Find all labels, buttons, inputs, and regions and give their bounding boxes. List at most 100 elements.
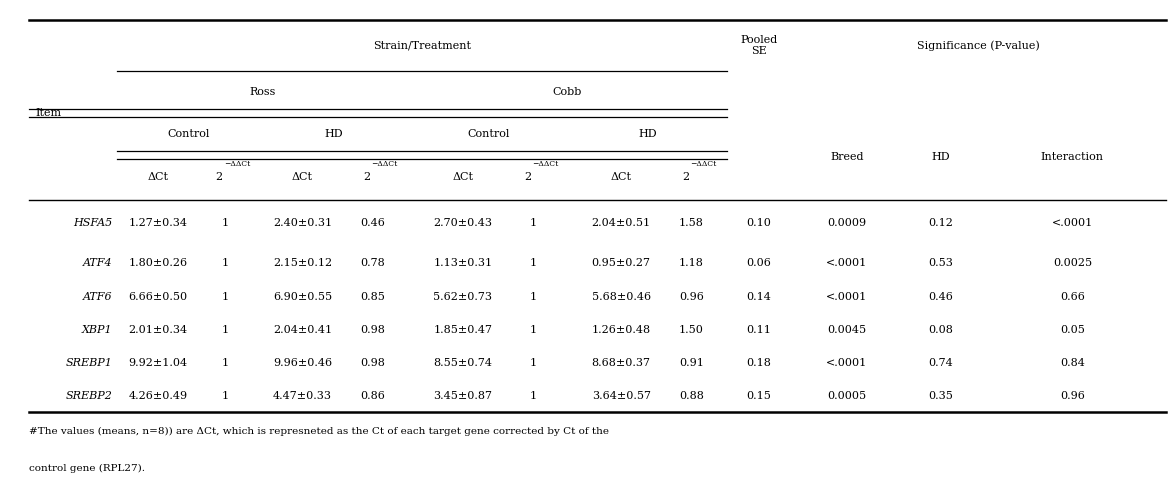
Text: 1.80±0.26: 1.80±0.26 [129,258,188,268]
Text: −ΔΔCt: −ΔΔCt [990,492,1016,493]
Text: 0.85: 0.85 [360,291,386,302]
Text: 1: 1 [530,390,537,401]
Text: Breed: Breed [830,151,864,162]
Text: −ΔΔCt: −ΔΔCt [532,160,558,168]
Text: Strain/Treatment: Strain/Treatment [373,40,471,51]
Text: 1: 1 [530,291,537,302]
Text: 0.74: 0.74 [928,357,953,368]
Text: 0.66: 0.66 [1059,291,1085,302]
Text: 2.15±0.12: 2.15±0.12 [273,258,332,268]
Text: 0.18: 0.18 [747,357,771,368]
Text: 0.14: 0.14 [747,291,771,302]
Text: −ΔΔCt: −ΔΔCt [690,160,716,168]
Text: 3.64±0.57: 3.64±0.57 [592,390,650,401]
Text: 1.26±0.48: 1.26±0.48 [592,324,650,335]
Text: 1: 1 [530,218,537,228]
Text: 1: 1 [222,218,229,228]
Text: 0.12: 0.12 [928,218,953,228]
Text: 1: 1 [222,291,229,302]
Text: ATF6: ATF6 [83,291,113,302]
Text: 0.46: 0.46 [928,291,953,302]
Text: 1.50: 1.50 [679,324,704,335]
Text: <.0001: <.0001 [826,291,867,302]
Text: 4.47±0.33: 4.47±0.33 [273,390,332,401]
Text: <.0001: <.0001 [1051,218,1093,228]
Text: ΔCt: ΔCt [148,173,169,182]
Text: 9.92±1.04: 9.92±1.04 [129,357,188,368]
Text: Ross: Ross [250,87,275,98]
Text: −ΔΔCt: −ΔΔCt [372,160,397,168]
Text: 1: 1 [222,258,229,268]
Text: Significance (P-value): Significance (P-value) [918,40,1040,51]
Text: 1: 1 [530,258,537,268]
Text: 8.68±0.37: 8.68±0.37 [592,357,650,368]
Text: <.0001: <.0001 [826,258,867,268]
Text: 0.08: 0.08 [928,324,953,335]
Text: 2.70±0.43: 2.70±0.43 [434,218,492,228]
Text: XBP1: XBP1 [82,324,113,335]
Text: 1: 1 [530,324,537,335]
Text: 0.35: 0.35 [928,390,953,401]
Text: Item: Item [35,108,61,118]
Text: <.0001: <.0001 [826,357,867,368]
Text: 0.0025: 0.0025 [1052,258,1092,268]
Text: Control: Control [466,129,510,140]
Text: 0.11: 0.11 [747,324,771,335]
Text: 1: 1 [222,390,229,401]
Text: 9.96±0.46: 9.96±0.46 [273,357,332,368]
Text: 6.90±0.55: 6.90±0.55 [273,291,332,302]
Text: ΔCt: ΔCt [611,173,632,182]
Text: 0.91: 0.91 [679,357,704,368]
Text: 0.06: 0.06 [747,258,771,268]
Text: 0.15: 0.15 [747,390,771,401]
Text: HSFA5: HSFA5 [74,218,113,228]
Text: 2.01±0.34: 2.01±0.34 [129,324,188,335]
Text: 0.96: 0.96 [1059,390,1085,401]
Text: HD: HD [639,129,656,140]
Text: 1.85±0.47: 1.85±0.47 [434,324,492,335]
Text: −ΔΔCt: −ΔΔCt [224,160,250,168]
Text: 0.98: 0.98 [360,324,386,335]
Text: 6.66±0.50: 6.66±0.50 [129,291,188,302]
Text: Cobb: Cobb [552,87,582,98]
Text: 8.55±0.74: 8.55±0.74 [434,357,492,368]
Text: 5.68±0.46: 5.68±0.46 [592,291,650,302]
Text: 2.04±0.51: 2.04±0.51 [592,218,650,228]
Text: 0.10: 0.10 [747,218,771,228]
Text: HD: HD [325,129,343,140]
Text: 1: 1 [530,357,537,368]
Text: 2: 2 [524,173,531,182]
Text: Interaction: Interaction [1041,151,1104,162]
Text: HD: HD [932,151,949,162]
Text: ATF4: ATF4 [83,258,113,268]
Text: 2.40±0.31: 2.40±0.31 [273,218,332,228]
Text: 0.53: 0.53 [928,258,953,268]
Text: 2.04±0.41: 2.04±0.41 [273,324,332,335]
Text: ΔCt: ΔCt [452,173,473,182]
Text: 1: 1 [222,324,229,335]
Text: 0.0045: 0.0045 [827,324,866,335]
Text: 1.18: 1.18 [679,258,704,268]
Text: control gene (RPL27).: control gene (RPL27). [29,464,145,473]
Text: 3.45±0.87: 3.45±0.87 [434,390,492,401]
Text: 0.05: 0.05 [1059,324,1085,335]
Text: 0.96: 0.96 [679,291,704,302]
Text: 4.26±0.49: 4.26±0.49 [129,390,188,401]
Text: 1.27±0.34: 1.27±0.34 [129,218,188,228]
Text: Pooled
SE: Pooled SE [741,35,777,56]
Text: 2: 2 [363,173,370,182]
Text: 1.13±0.31: 1.13±0.31 [434,258,492,268]
Text: 0.46: 0.46 [360,218,386,228]
Text: SREBP1: SREBP1 [66,357,113,368]
Text: 0.95±0.27: 0.95±0.27 [592,258,650,268]
Text: 2: 2 [682,173,689,182]
Text: Control: Control [168,129,210,140]
Text: 5.62±0.73: 5.62±0.73 [434,291,492,302]
Text: 1.58: 1.58 [679,218,704,228]
Text: 0.88: 0.88 [679,390,704,401]
Text: ΔCt: ΔCt [292,173,313,182]
Text: 1: 1 [222,357,229,368]
Text: 0.78: 0.78 [360,258,386,268]
Text: 0.84: 0.84 [1059,357,1085,368]
Text: 0.0005: 0.0005 [827,390,866,401]
